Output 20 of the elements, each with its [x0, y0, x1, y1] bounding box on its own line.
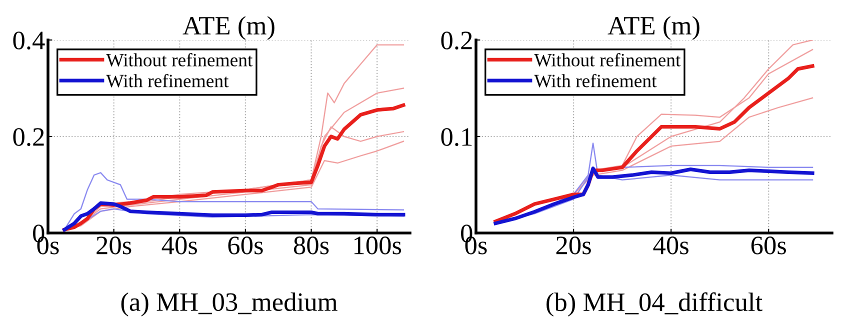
y-tick-label: 0.2 [13, 128, 44, 146]
x-tick-label: 20s [96, 236, 132, 254]
text: (a) MH_03_medium [121, 292, 338, 316]
y-tick-label: 0.2 [441, 32, 472, 50]
legend-label: Without refinement [534, 53, 681, 67]
legend-label: With refinement [106, 74, 229, 88]
y-tick-label: 0.4 [13, 32, 45, 50]
legend-label: With refinement [534, 74, 657, 88]
x-tick-label: 60s [228, 236, 263, 254]
x-tick-label: 60s [751, 236, 786, 254]
x-tick-label: 40s [653, 236, 688, 254]
chart-title: ATE (m) [608, 16, 700, 40]
legend-label: Without refinement [106, 53, 253, 67]
x-tick-label: 100s [354, 236, 402, 254]
y-tick-label: 0.1 [441, 128, 472, 146]
x-tick-label: 80s [294, 236, 329, 254]
chart-title: ATE (m) [182, 16, 274, 40]
x-tick-label: 40s [162, 236, 198, 254]
text: (b) MH_04_difficult [546, 292, 762, 317]
x-tick-label: 20s [556, 236, 591, 254]
